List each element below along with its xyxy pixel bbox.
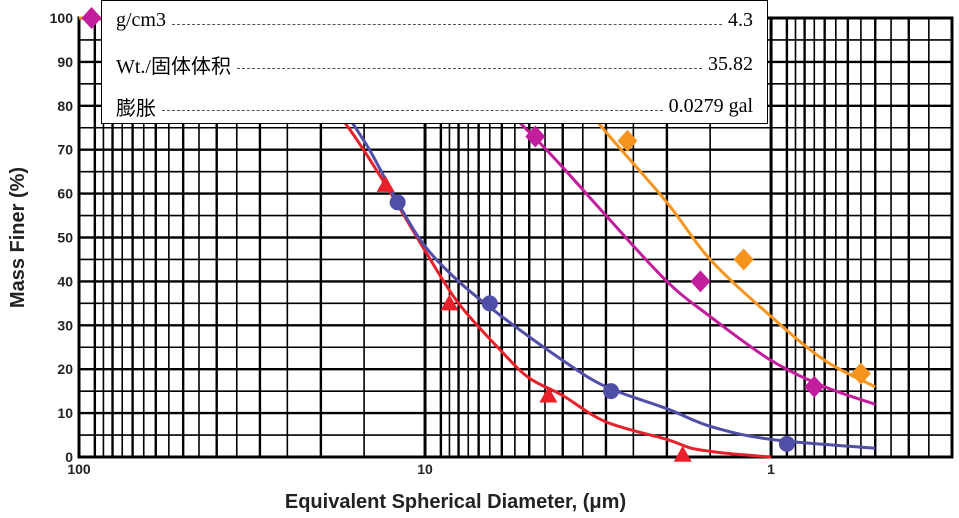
- y-tick-label: 70: [57, 142, 73, 158]
- series-1-marker: [603, 383, 620, 400]
- y-tick-label: 50: [57, 230, 73, 246]
- x-tick-label: 1: [767, 461, 775, 477]
- y-tick-label: 10: [57, 405, 73, 421]
- series-0-marker: [376, 175, 395, 192]
- series-1-marker: [778, 435, 795, 452]
- property-label: g/cm3: [116, 8, 166, 31]
- property-label: Wt./固体体积: [116, 55, 231, 78]
- series-1-marker: [389, 194, 406, 211]
- series-0-marker: [673, 445, 692, 462]
- series-2-marker: [81, 7, 102, 29]
- x-tick-label: 10: [417, 461, 433, 477]
- series-3-marker: [850, 362, 871, 385]
- property-row-weight-solid: Wt./固体体积 35.82: [116, 47, 753, 81]
- property-table: g/cm3 4.3 Wt./固体体积 35.82 膨胀 0.0279 gal: [101, 0, 768, 124]
- series-0-marker: [539, 386, 558, 403]
- y-tick-label: 80: [57, 98, 73, 114]
- series-1-marker: [481, 295, 498, 312]
- leader-line: [237, 67, 702, 69]
- series-2-marker: [525, 125, 546, 148]
- series-0-marker: [440, 294, 459, 311]
- y-axis: 0 10 20 30 40 50 60 70 80 90 100: [50, 10, 74, 465]
- property-row-density: g/cm3 4.3: [116, 3, 753, 37]
- y-tick-label: 90: [57, 54, 73, 70]
- property-value: 35.82: [708, 52, 753, 75]
- y-tick-label: 30: [57, 317, 73, 333]
- property-label: 膨胀: [116, 97, 156, 120]
- series-2-marker: [804, 375, 825, 398]
- y-axis-title: Mass Finer (%): [7, 167, 29, 308]
- leader-line: [172, 23, 722, 25]
- grid-lines: [79, 16, 954, 459]
- series-2-marker: [690, 270, 711, 293]
- leader-line: [162, 109, 663, 111]
- y-tick-label: 40: [57, 273, 73, 289]
- series-3-marker: [733, 248, 754, 271]
- y-tick-label: 100: [50, 10, 74, 26]
- property-row-expansion: 膨胀 0.0279 gal: [116, 89, 753, 123]
- series-3-marker: [617, 129, 638, 152]
- property-value: 0.0279 gal: [668, 94, 753, 117]
- y-tick-label: 0: [65, 449, 73, 465]
- x-tick-label: 100: [67, 461, 91, 477]
- y-tick-label: 20: [57, 361, 73, 377]
- x-axis-title: Equivalent Spherical Diameter, (μm): [285, 491, 626, 513]
- property-value: 4.3: [728, 8, 753, 31]
- x-axis: 100 10 1: [67, 461, 775, 477]
- y-tick-label: 60: [57, 186, 73, 202]
